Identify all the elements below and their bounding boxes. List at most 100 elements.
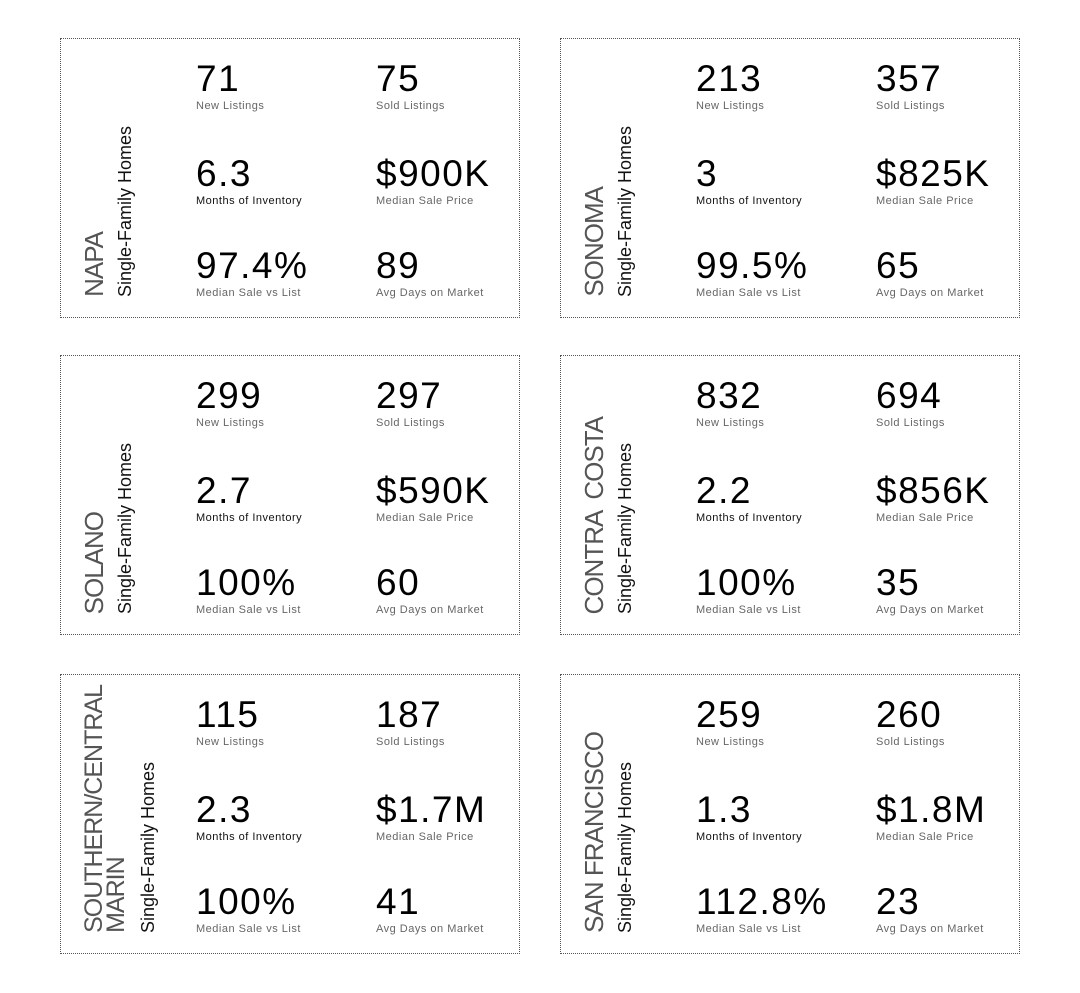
region-name: SAN FRANCISCO	[579, 732, 609, 933]
metric-label: Median Sale Price	[876, 195, 974, 207]
metric-label: Median Sale vs List	[196, 604, 301, 616]
metric-label: Months of Inventory	[196, 831, 303, 843]
metric-median-sale-price: $590K Median Sale Price	[376, 472, 491, 525]
region-name: SONOMA	[579, 187, 609, 297]
metric-label: Sold Listings	[876, 736, 945, 748]
metric-value: 100%	[196, 562, 297, 603]
metric-label: Avg Days on Market	[376, 923, 484, 935]
metric-avg-days-on-market: 35 Avg Days on Market	[876, 564, 984, 617]
metric-median-sale-vs-list: 100% Median Sale vs List	[196, 564, 301, 617]
metric-median-sale-price: $1.7M Median Sale Price	[376, 791, 486, 844]
metric-avg-days-on-market: 23 Avg Days on Market	[876, 883, 984, 936]
property-type: Single-Family Homes	[115, 442, 135, 614]
metric-label: Months of Inventory	[196, 512, 303, 524]
metric-label: Avg Days on Market	[376, 287, 484, 299]
metric-sold-listings: 297 Sold Listings	[376, 377, 445, 430]
panel-side-label: SAN FRANCISCO Single-Family Homes	[561, 675, 681, 953]
metric-sold-listings: 75 Sold Listings	[376, 60, 445, 113]
metric-months-inventory: 2.2 Months of Inventory	[696, 472, 802, 525]
region-name: CONTRA COSTA	[579, 416, 609, 614]
metric-value: 260	[876, 694, 943, 735]
metric-label: Median Sale vs List	[196, 287, 301, 299]
metric-months-inventory: 6.3 Months of Inventory	[196, 155, 302, 208]
metric-value: 2.3	[196, 789, 252, 830]
metric-new-listings: 832 New Listings	[696, 377, 764, 430]
metric-value: 2.2	[696, 470, 752, 511]
metric-median-sale-price: $856K Median Sale Price	[876, 472, 991, 525]
property-type: Single-Family Homes	[115, 125, 135, 297]
property-type: Single-Family Homes	[615, 125, 635, 297]
metric-label: New Listings	[196, 100, 265, 112]
region-panel-napa: NAPA Single-Family Homes 71 New Listings…	[60, 38, 520, 318]
metric-label: New Listings	[196, 417, 265, 429]
metric-value: 213	[696, 58, 763, 99]
region-name: NAPA	[79, 232, 109, 297]
region-panel-southern-central-marin: SOUTHERN/CENTRAL MARIN Single-Family Hom…	[60, 674, 520, 954]
metric-label: New Listings	[696, 100, 765, 112]
metric-value: 99.5%	[696, 245, 809, 286]
metric-avg-days-on-market: 60 Avg Days on Market	[376, 564, 484, 617]
metric-label: Median Sale vs List	[696, 604, 801, 616]
metric-label: Median Sale Price	[376, 195, 474, 207]
metric-value: 1.3	[696, 789, 752, 830]
metric-value: 89	[376, 245, 421, 286]
metric-value: 35	[876, 562, 921, 603]
metric-value: 6.3	[196, 153, 252, 194]
metric-median-sale-price: $825K Median Sale Price	[876, 155, 991, 208]
metric-label: Months of Inventory	[196, 195, 303, 207]
metric-value: 2.7	[196, 470, 252, 511]
metric-label: Sold Listings	[876, 417, 945, 429]
metric-value: 357	[876, 58, 943, 99]
panel-side-label: SOUTHERN/CENTRAL MARIN Single-Family Hom…	[61, 675, 181, 953]
metric-label: New Listings	[196, 736, 265, 748]
metric-median-sale-price: $900K Median Sale Price	[376, 155, 491, 208]
metric-label: Avg Days on Market	[876, 604, 984, 616]
property-type: Single-Family Homes	[138, 761, 158, 933]
metric-median-sale-vs-list: 112.8% Median Sale vs List	[696, 883, 828, 936]
metric-value: 112.8%	[696, 881, 828, 922]
metric-label: Avg Days on Market	[876, 923, 984, 935]
metric-median-sale-vs-list: 99.5% Median Sale vs List	[696, 247, 808, 300]
metric-value: 65	[876, 245, 921, 286]
metric-median-sale-vs-list: 100% Median Sale vs List	[696, 564, 801, 617]
metric-months-inventory: 2.3 Months of Inventory	[196, 791, 302, 844]
metric-label: Avg Days on Market	[376, 604, 484, 616]
metric-sold-listings: 357 Sold Listings	[876, 60, 945, 113]
metric-value: 187	[376, 694, 443, 735]
metric-value: $1.7M	[376, 789, 487, 830]
metric-label: Sold Listings	[876, 100, 945, 112]
region-name: SOUTHERN/CENTRAL MARIN	[80, 685, 130, 933]
metric-value: 23	[876, 881, 921, 922]
property-type: Single-Family Homes	[615, 442, 635, 614]
metric-label: Median Sale Price	[876, 831, 974, 843]
metric-value: 3	[696, 153, 719, 194]
metric-value: 832	[696, 375, 763, 416]
metric-sold-listings: 187 Sold Listings	[376, 696, 445, 749]
region-panel-solano: SOLANO Single-Family Homes 299 New Listi…	[60, 355, 520, 635]
metric-label: Avg Days on Market	[876, 287, 984, 299]
metric-sold-listings: 260 Sold Listings	[876, 696, 945, 749]
region-name: SOLANO	[79, 511, 109, 614]
metric-value: $1.8M	[876, 789, 987, 830]
metric-new-listings: 71 New Listings	[196, 60, 264, 113]
metric-avg-days-on-market: 65 Avg Days on Market	[876, 247, 984, 300]
metric-value: 100%	[196, 881, 297, 922]
panel-side-label: SOLANO Single-Family Homes	[61, 356, 181, 634]
metric-new-listings: 299 New Listings	[196, 377, 264, 430]
metric-value: $900K	[376, 153, 491, 194]
metric-label: New Listings	[696, 736, 765, 748]
metric-label: Median Sale vs List	[696, 923, 801, 935]
metric-value: 299	[196, 375, 263, 416]
metric-months-inventory: 1.3 Months of Inventory	[696, 791, 802, 844]
metric-label: Sold Listings	[376, 417, 445, 429]
metric-new-listings: 213 New Listings	[696, 60, 764, 113]
metric-months-inventory: 2.7 Months of Inventory	[196, 472, 302, 525]
metric-label: Sold Listings	[376, 736, 445, 748]
metric-label: Median Sale vs List	[196, 923, 301, 935]
metric-median-sale-vs-list: 100% Median Sale vs List	[196, 883, 301, 936]
panel-side-label: NAPA Single-Family Homes	[61, 39, 181, 317]
metric-value: 259	[696, 694, 763, 735]
metric-value: 297	[376, 375, 443, 416]
metric-value: $856K	[876, 470, 991, 511]
metric-label: Months of Inventory	[696, 512, 803, 524]
